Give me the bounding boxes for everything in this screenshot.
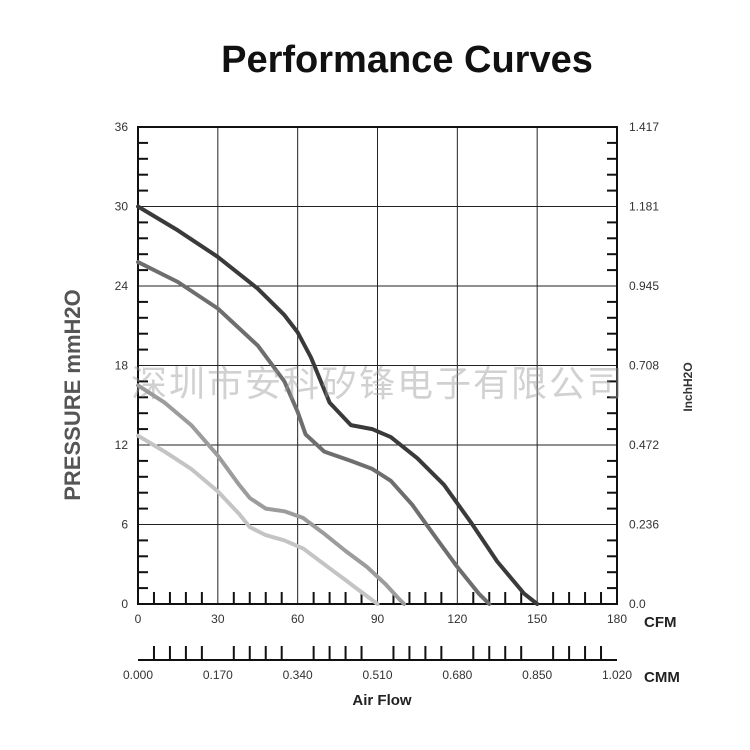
x-tick-labels: 0 30 60 90 120 150 180 xyxy=(135,612,628,626)
series-line-3 xyxy=(136,383,407,606)
watermark-text: 深圳市安科矽锋电子有限公司 xyxy=(131,364,625,405)
x-tick-label: 120 xyxy=(447,612,467,626)
axis-tick-marks xyxy=(138,141,617,604)
y2-tick-label: 1.417 xyxy=(629,120,659,134)
x2-tick-label: 1.020 xyxy=(602,668,632,682)
x-tick-label: 180 xyxy=(607,612,627,626)
y-tick-labels: 0 6 12 18 24 30 36 xyxy=(115,120,129,611)
y-tick-label: 6 xyxy=(121,518,128,532)
x-tick-label: 0 xyxy=(135,612,142,626)
x2-tick-label: 0.000 xyxy=(123,668,153,682)
y-tick-label: 30 xyxy=(115,200,129,214)
y-tick-label: 0 xyxy=(121,597,128,611)
chart-title: Performance Curves xyxy=(221,39,593,81)
series-line-4 xyxy=(136,433,380,606)
series-line-1 xyxy=(136,204,540,606)
cmm-axis xyxy=(138,646,617,661)
x2-tick-label: 0.850 xyxy=(522,668,552,682)
x-unit-secondary: CMM xyxy=(644,669,680,686)
y2-axis-label: InchH2O xyxy=(681,362,695,411)
series-group xyxy=(136,204,540,606)
x-tick-label: 150 xyxy=(527,612,547,626)
x2-tick-label: 0.510 xyxy=(362,668,392,682)
y-tick-label: 12 xyxy=(115,438,129,452)
x2-tick-label: 0.170 xyxy=(203,668,233,682)
grid-lines xyxy=(138,127,617,604)
y2-tick-label: 0.0 xyxy=(629,597,646,611)
x2-tick-label: 0.340 xyxy=(283,668,313,682)
y2-tick-label: 1.181 xyxy=(629,200,659,214)
y-tick-label: 36 xyxy=(115,120,129,134)
y2-tick-label: 0.945 xyxy=(629,279,659,293)
x-tick-label: 90 xyxy=(371,612,385,626)
y-axis-label: PRESSURE mmH2O xyxy=(60,289,85,501)
x2-tick-label: 0.680 xyxy=(442,668,472,682)
series-line-2 xyxy=(136,260,492,606)
x-tick-label: 30 xyxy=(211,612,225,626)
x-tick-label: 60 xyxy=(291,612,305,626)
y-tick-label: 18 xyxy=(115,359,129,373)
y2-tick-labels: 0.0 0.236 0.472 0.708 0.945 1.181 1.417 xyxy=(629,120,659,611)
x-unit-primary: CFM xyxy=(644,614,677,631)
y2-tick-label: 0.472 xyxy=(629,438,659,452)
y2-tick-label: 0.708 xyxy=(629,359,659,373)
x2-tick-labels: 0.000 0.170 0.340 0.510 0.680 0.850 1.020 xyxy=(123,668,632,682)
x-axis-label: Air Flow xyxy=(352,692,411,709)
y2-tick-label: 0.236 xyxy=(629,518,659,532)
y-tick-label: 24 xyxy=(115,279,129,293)
